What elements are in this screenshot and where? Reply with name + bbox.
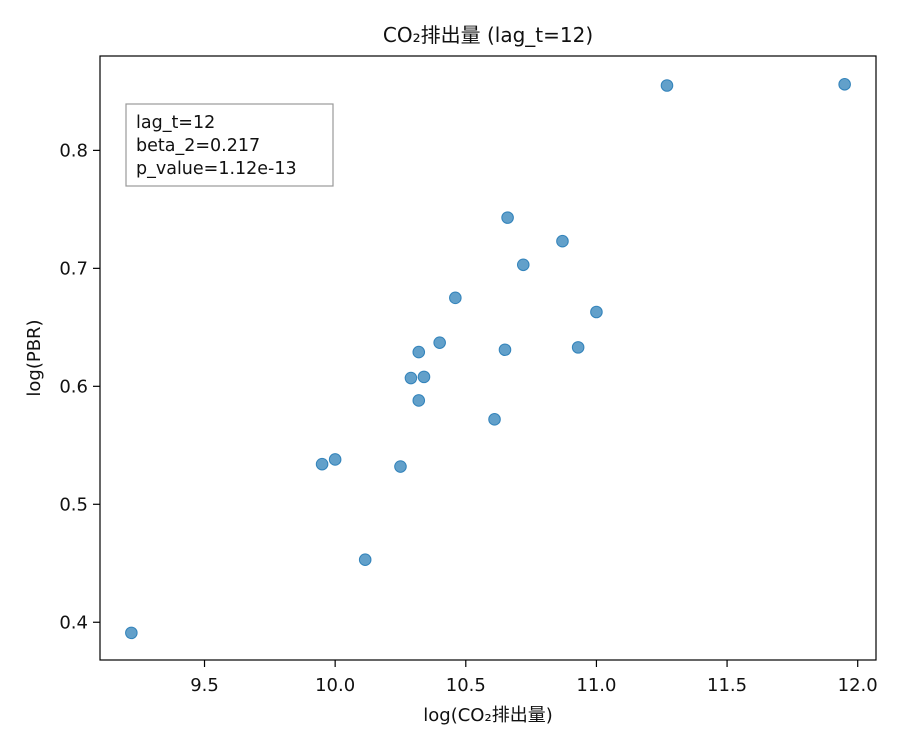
- annotation-line-pvalue: p_value=1.12e-13: [136, 159, 297, 179]
- data-point: [328, 453, 342, 466]
- data-point: [488, 413, 501, 426]
- data-point: [125, 626, 138, 640]
- data-point: [412, 345, 426, 359]
- data-point: [394, 460, 407, 473]
- y-tick-label: 0.7: [59, 258, 88, 279]
- data-point: [358, 553, 372, 567]
- data-point: [412, 394, 426, 407]
- data-point: [838, 78, 851, 91]
- x-tick-label: 10.0: [315, 675, 355, 696]
- data-point: [501, 211, 514, 224]
- x-tick-label: 12.0: [838, 675, 878, 696]
- y-tick-label: 0.5: [59, 494, 88, 515]
- x-tick-label: 10.5: [446, 675, 486, 696]
- data-point: [498, 343, 512, 357]
- stats-annotation: lag_t=12 beta_2=0.217 p_value=1.12e-13: [125, 103, 334, 187]
- x-tick-label: 9.5: [190, 675, 219, 696]
- x-axis-label: log(CO₂排出量): [423, 705, 552, 726]
- y-axis: 0.4 0.5 0.6 0.7 0.8: [59, 140, 100, 633]
- data-points: [125, 78, 851, 640]
- y-axis-label: log(PBR): [24, 319, 45, 396]
- data-point: [571, 341, 585, 354]
- data-point: [449, 291, 462, 305]
- plot-area: [99, 55, 877, 661]
- data-point: [590, 305, 603, 319]
- data-point: [660, 79, 674, 92]
- x-tick-label: 11.5: [707, 675, 747, 696]
- data-point: [433, 336, 446, 349]
- annotation-line-lag: lag_t=12: [136, 113, 215, 133]
- data-point: [556, 234, 569, 248]
- x-tick-label: 11.0: [576, 675, 616, 696]
- y-tick-label: 0.8: [59, 140, 88, 161]
- data-point: [404, 371, 418, 385]
- chart-title: CO₂排出量 (lag_t=12): [383, 23, 593, 47]
- annotation-box: [125, 103, 334, 187]
- x-axis: 9.5 10.0 10.5 11.0 11.5 12.0: [190, 660, 878, 696]
- annotation-line-beta: beta_2=0.217: [136, 136, 260, 156]
- data-point: [516, 258, 530, 272]
- y-tick-label: 0.6: [59, 376, 88, 397]
- y-tick-label: 0.4: [59, 612, 88, 633]
- data-point: [315, 457, 329, 471]
- data-point: [417, 370, 431, 384]
